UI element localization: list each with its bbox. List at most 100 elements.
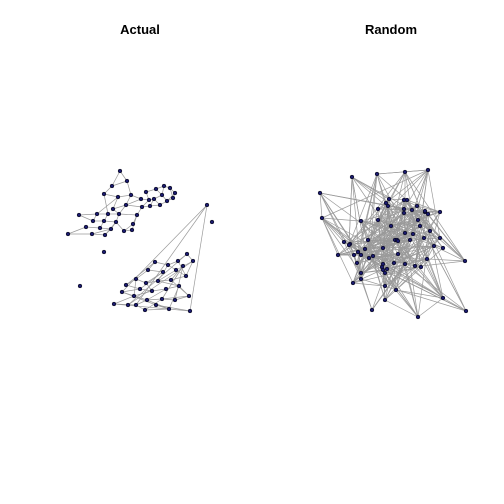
random-node	[402, 230, 408, 236]
actual-network-edges	[67, 170, 208, 312]
random-edge	[377, 205, 418, 221]
actual-node	[160, 269, 166, 275]
actual-edge	[133, 278, 137, 297]
random-edge	[404, 169, 429, 234]
actual-edge	[125, 198, 142, 206]
random-edge	[321, 217, 421, 227]
random-network-edges	[319, 169, 467, 318]
actual-node	[115, 194, 121, 200]
random-edge	[397, 233, 414, 242]
actual-edge	[157, 269, 177, 282]
random-node	[365, 237, 371, 243]
random-edge	[321, 169, 429, 219]
actual-edge	[103, 193, 109, 215]
random-edge	[377, 169, 429, 221]
random-node	[369, 307, 375, 313]
random-node	[358, 252, 364, 258]
actual-node	[77, 283, 83, 289]
actual-node	[143, 280, 149, 286]
random-edge	[404, 171, 466, 262]
actual-node	[123, 282, 129, 288]
actual-node	[134, 212, 140, 218]
actual-node	[172, 297, 178, 303]
actual-node	[159, 192, 165, 198]
random-edge	[382, 263, 467, 312]
random-edge	[337, 244, 350, 256]
actual-node	[144, 297, 150, 303]
actual-node	[76, 212, 82, 218]
random-node	[437, 209, 443, 215]
actual-node	[139, 204, 145, 210]
actual-edge	[112, 204, 127, 210]
random-edge	[372, 209, 413, 257]
random-edge	[376, 173, 408, 201]
actual-node	[209, 219, 215, 225]
random-edge	[384, 299, 419, 318]
actual-edge	[121, 288, 141, 293]
actual-node	[155, 278, 161, 284]
random-node	[431, 243, 437, 249]
random-node	[384, 266, 390, 272]
actual-edge	[146, 298, 163, 301]
random-node	[427, 228, 433, 234]
random-edge	[352, 202, 387, 284]
actual-node	[159, 296, 165, 302]
actual-edge	[189, 204, 208, 312]
random-edge	[412, 233, 444, 299]
actual-node	[167, 185, 173, 191]
actual-edge	[144, 308, 170, 311]
random-node	[382, 283, 388, 289]
random-edge	[357, 212, 405, 253]
random-edge	[403, 212, 421, 227]
random-node	[385, 203, 391, 209]
random-edge	[433, 245, 466, 262]
random-edge	[384, 233, 414, 287]
random-node	[402, 169, 408, 175]
actual-node	[149, 288, 155, 294]
random-edge	[348, 176, 353, 246]
random-node	[418, 264, 424, 270]
actual-node	[138, 196, 144, 202]
actual-edge	[177, 260, 187, 277]
actual-edge	[146, 288, 167, 301]
random-edge	[360, 220, 386, 301]
actual-node	[110, 206, 116, 212]
actual-node	[170, 195, 176, 201]
random-node	[401, 206, 407, 212]
actual-edge	[78, 214, 94, 222]
random-edge	[352, 199, 405, 284]
random-edge	[360, 260, 466, 274]
actual-edge	[151, 288, 167, 292]
actual-edge	[67, 226, 87, 235]
random-edge	[395, 289, 444, 299]
actual-node	[175, 258, 181, 264]
random-edge	[416, 205, 467, 312]
random-node	[401, 210, 407, 216]
actual-node	[157, 202, 163, 208]
random-edge	[376, 169, 429, 175]
random-edge	[382, 237, 441, 271]
random-edge	[384, 199, 405, 287]
random-edge	[382, 247, 397, 291]
random-edge	[372, 240, 399, 257]
random-edge	[384, 225, 421, 287]
actual-node	[101, 218, 107, 224]
random-edge	[367, 239, 419, 318]
actual-edge	[125, 204, 143, 208]
random-edge	[360, 205, 418, 222]
actual-node	[147, 203, 153, 209]
random-node	[414, 203, 420, 209]
random-edge	[337, 212, 405, 256]
actual-node	[97, 225, 103, 231]
random-edge	[321, 217, 345, 243]
random-edge	[352, 266, 422, 284]
random-edge	[411, 209, 422, 268]
actual-node	[133, 276, 139, 282]
actual-node	[113, 219, 119, 225]
random-node	[440, 245, 446, 251]
random-node	[370, 253, 376, 259]
random-edge	[404, 171, 431, 232]
actual-edge	[155, 304, 191, 312]
random-node	[386, 196, 392, 202]
actual-node	[125, 302, 131, 308]
